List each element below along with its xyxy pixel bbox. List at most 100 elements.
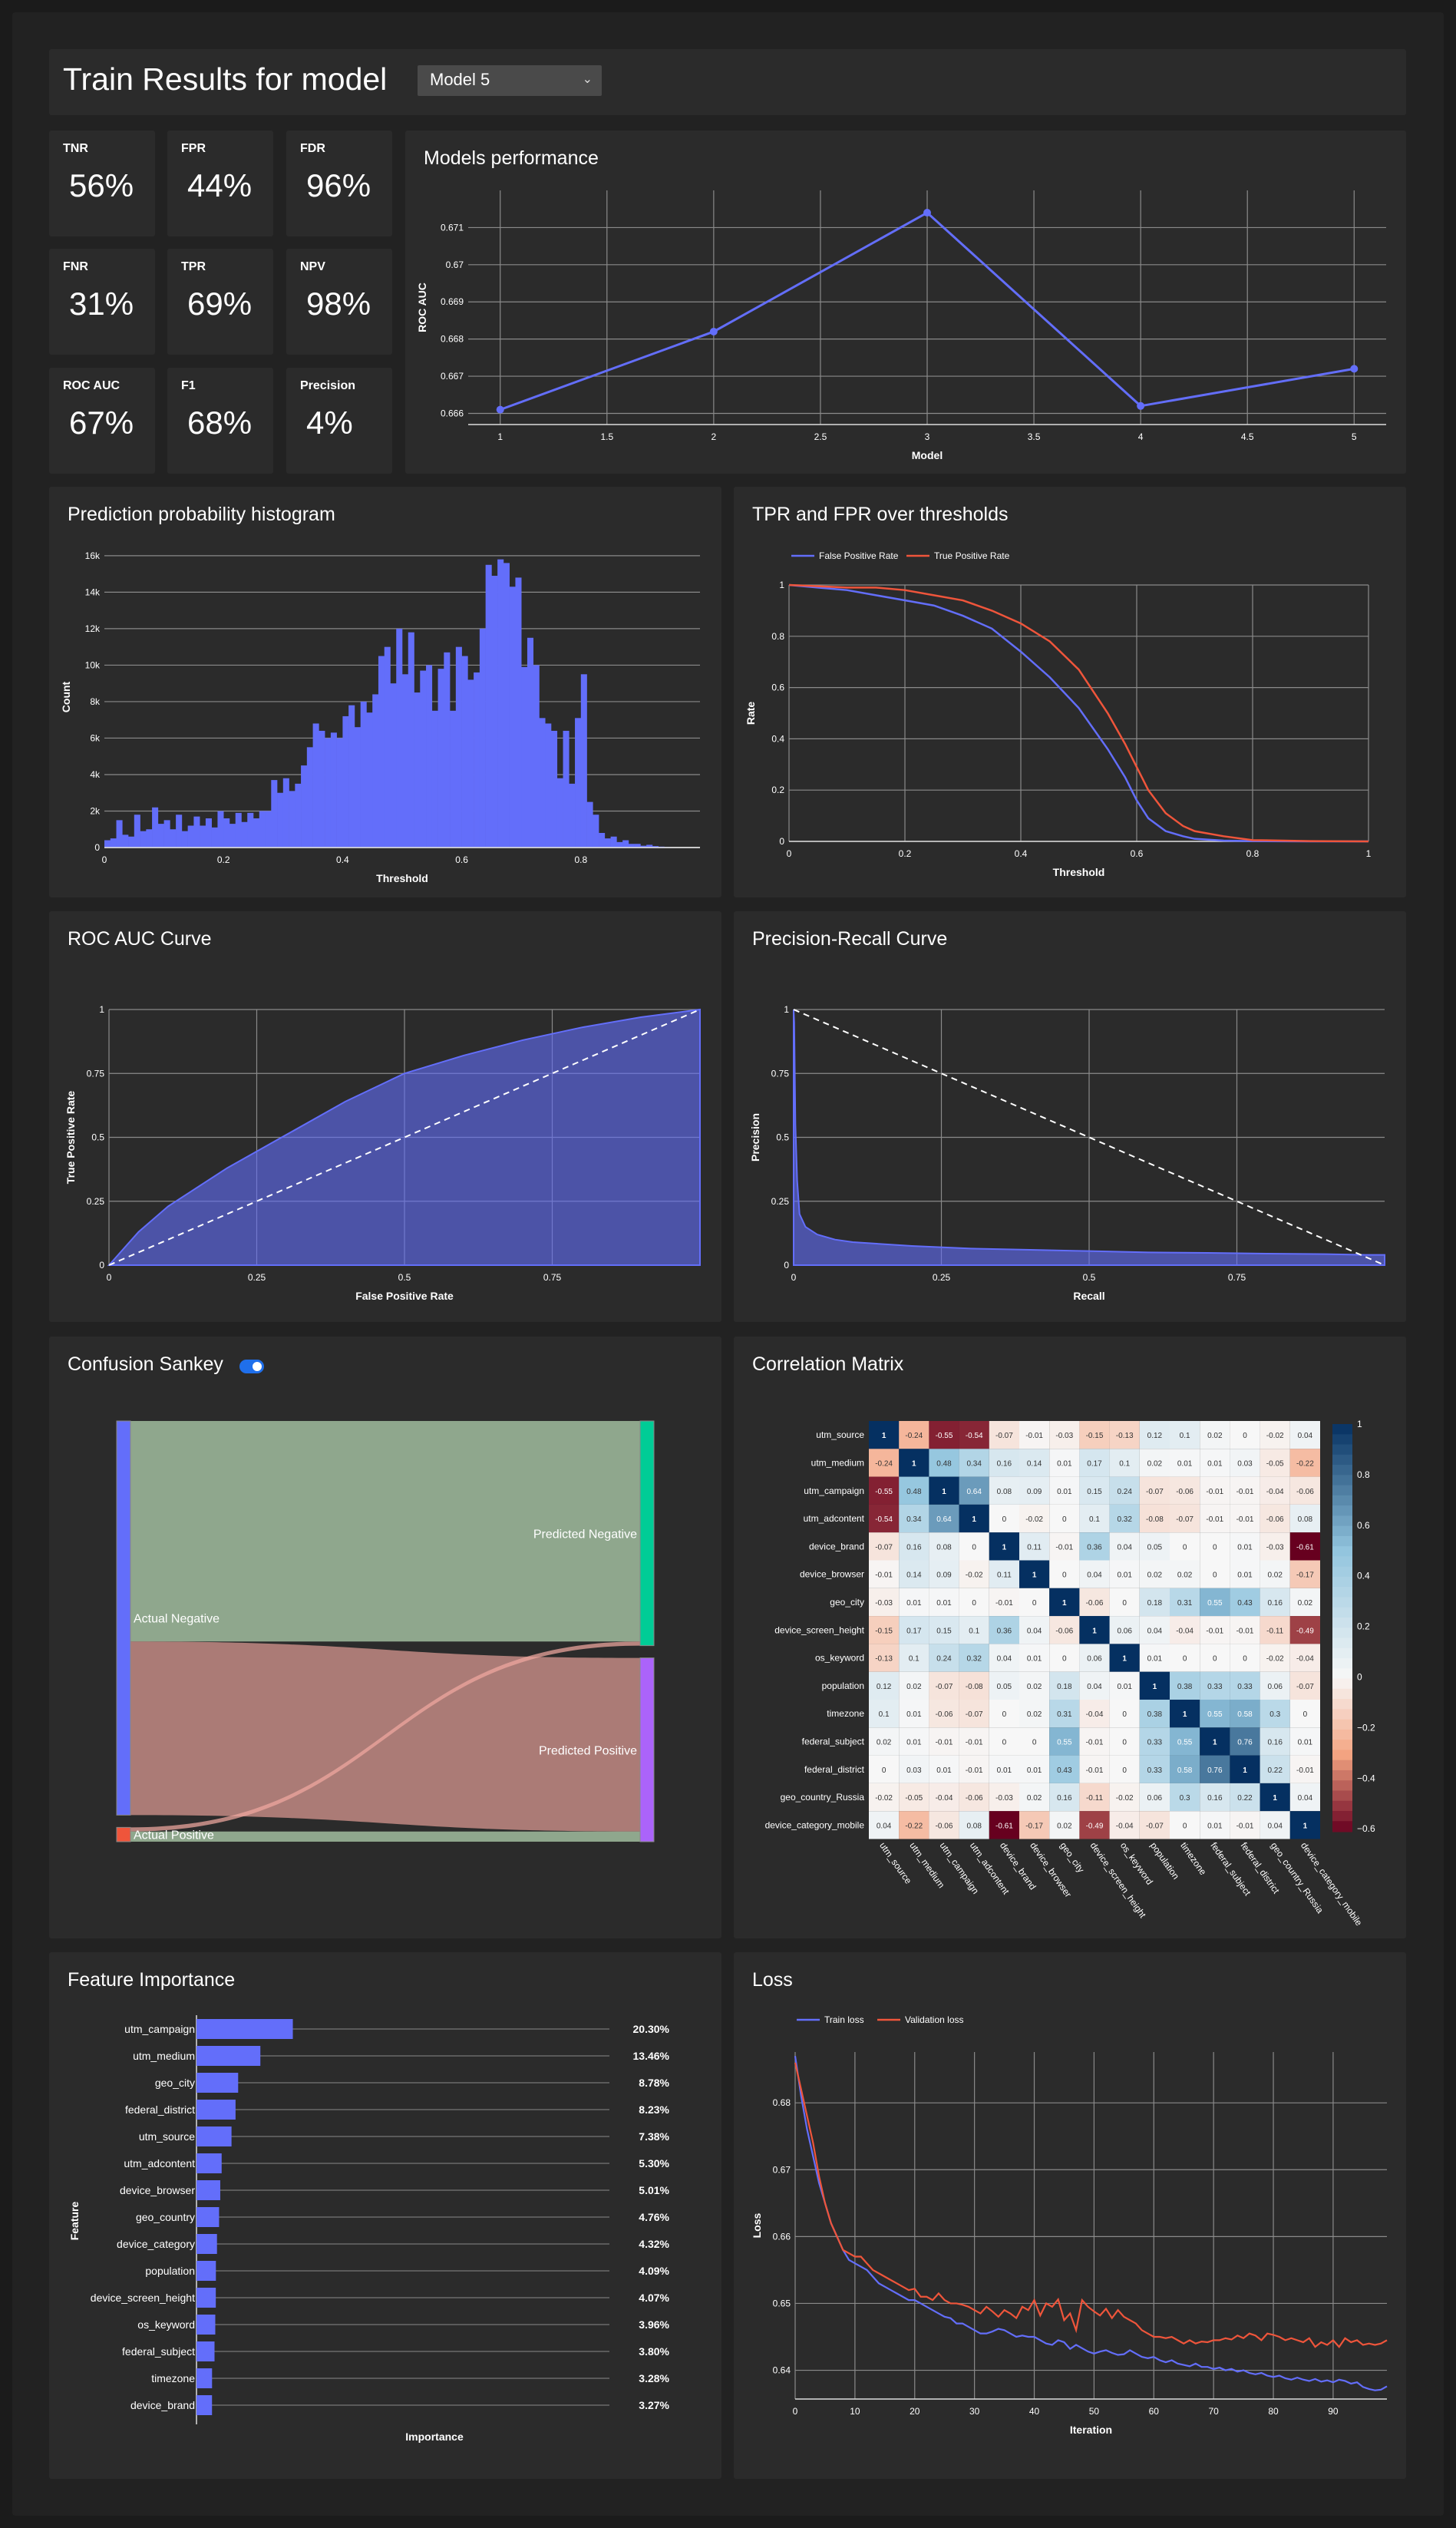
heatmap-cell: [869, 1588, 900, 1617]
histogram-bar: [455, 646, 462, 848]
heatmap-cell: [869, 1700, 900, 1728]
heatmap-value: 0.04: [1298, 1432, 1313, 1440]
metric-label: Precision: [300, 379, 356, 392]
colorbar-segment: [1332, 1454, 1352, 1466]
colorbar-segment: [1332, 1535, 1352, 1548]
y-tick-label: 0: [94, 842, 100, 853]
metric-label: NPV: [300, 260, 325, 273]
heatmap-value: 1: [1092, 1627, 1097, 1635]
heatmap-value: 0: [1002, 1738, 1007, 1746]
x-tick-label: 0.2: [899, 848, 912, 859]
heatmap-cell: [959, 1644, 989, 1672]
heatmap-value: -0.04: [1086, 1710, 1104, 1719]
histogram-bar: [217, 811, 224, 848]
heatmap-value: -0.07: [1296, 1683, 1314, 1691]
heatmap-value: 0: [1213, 1655, 1217, 1664]
heatmap-value: -0.01: [1236, 1627, 1254, 1635]
x-tick-label: 0.75: [543, 1272, 562, 1283]
histogram-bar: [396, 628, 403, 848]
line-series-tpr: [788, 583, 1369, 843]
heatmap-value: 0.01: [1177, 1459, 1193, 1468]
heatmap-value: -0.02: [966, 1571, 983, 1580]
heatmap-cell: [1019, 1644, 1050, 1672]
heatmap-cell: [989, 1449, 1019, 1477]
heatmap-cell: [1260, 1421, 1290, 1449]
importance-value: 4.76%: [639, 2211, 669, 2223]
heatmap-cell: [1230, 1811, 1260, 1839]
curve-area: [793, 1009, 1385, 1266]
heatmap-cell: [899, 1671, 929, 1700]
heatmap-value: 0.02: [1057, 1822, 1072, 1830]
heatmap-value: -0.01: [1206, 1627, 1223, 1635]
histogram-bar: [628, 844, 635, 848]
heatmap-value: -0.15: [875, 1627, 893, 1635]
sankey-toggle[interactable]: [239, 1360, 264, 1373]
y-tick-label: 0.25: [771, 1196, 790, 1207]
heatmap-value: 0.43: [1057, 1766, 1072, 1775]
colorbar-segment: [1332, 1729, 1352, 1741]
histogram-bar: [181, 831, 188, 848]
histogram-bar: [426, 665, 433, 848]
histogram-bar: [384, 646, 391, 848]
importance-value: 13.46%: [633, 2050, 670, 2062]
x-tick-label: 0.75: [1228, 1272, 1246, 1283]
model-select[interactable]: Model 5 ⌄: [418, 65, 602, 96]
heatmap-value: 0.04: [877, 1822, 892, 1830]
heatmap-cell: [869, 1449, 900, 1477]
heatmap-cell: [1230, 1560, 1260, 1588]
heatmap-value: 0.64: [936, 1515, 952, 1524]
heatmap-col-label: geo_city: [1058, 1840, 1086, 1875]
histogram-bar: [110, 838, 117, 848]
sankey-node-predicted-positive: [639, 1657, 655, 1842]
feature-label: device_brand: [130, 2399, 195, 2411]
colorbar-segment: [1332, 1800, 1352, 1812]
histogram-bar: [282, 778, 289, 848]
heatmap-value: 0.09: [1027, 1488, 1042, 1496]
tpr-fpr-card: TPR and FPR over thresholds 0 0.2 0.4 0.6 0.…: [734, 487, 1406, 897]
heatmap-col-label: timezone: [1178, 1840, 1209, 1877]
heatmap-cell: [1079, 1560, 1110, 1588]
heatmap-row-label: federal_district: [804, 1764, 865, 1775]
heatmap-value: 0: [1122, 1738, 1127, 1746]
heatmap-value: -0.07: [1146, 1488, 1164, 1496]
heatmap-value: 0.01: [997, 1766, 1012, 1775]
y-axis-title: Count: [60, 681, 72, 712]
heatmap-cell: [1139, 1588, 1170, 1617]
sankey-node-predicted-negative: [639, 1420, 655, 1647]
heatmap-cell: [1260, 1727, 1290, 1756]
histogram-bar: [271, 780, 278, 848]
heatmap-value: 0: [1213, 1571, 1217, 1580]
heatmap-value: 0: [1062, 1515, 1067, 1524]
colorbar-segment: [1332, 1810, 1352, 1822]
heatmap-value: 0.01: [1207, 1822, 1223, 1830]
importance-value: 5.01%: [639, 2184, 669, 2196]
heatmap-cell: [1019, 1755, 1050, 1783]
heatmap-value: -0.06: [1176, 1488, 1194, 1496]
heatmap-cell: [1230, 1532, 1260, 1561]
heatmap-cell: [1109, 1588, 1140, 1617]
heatmap-cell: [1289, 1476, 1320, 1505]
y-axis-title: True Positive Rate: [64, 1091, 77, 1185]
heatmap-value: -0.01: [875, 1571, 893, 1580]
y-tick-label: 0.66: [773, 2231, 791, 2242]
heatmap-cell: [929, 1727, 959, 1756]
heatmap-value: 0.01: [1117, 1571, 1132, 1580]
heatmap-value: 0.02: [1027, 1710, 1042, 1719]
heatmap-row-label: utm_medium: [811, 1457, 864, 1468]
histogram-bar: [556, 778, 563, 848]
histogram-bar: [420, 670, 427, 848]
x-tick-label: 0: [107, 1272, 112, 1283]
heatmap-value: 0.38: [1177, 1683, 1193, 1691]
importance-value: 4.09%: [639, 2265, 669, 2277]
heatmap-value: -0.07: [995, 1432, 1013, 1440]
heatmap-value: 0.11: [997, 1571, 1012, 1580]
heatmap-cell: [1079, 1504, 1110, 1533]
heatmap-value: -0.24: [875, 1459, 893, 1468]
heatmap-cell: [1260, 1449, 1290, 1477]
heatmap-value: 0.08: [997, 1488, 1012, 1496]
colorbar-tick-label: −0.2: [1357, 1722, 1375, 1733]
heatmap-value: 0.02: [1027, 1683, 1042, 1691]
heatmap-cell: [1139, 1644, 1170, 1672]
feature-label: utm_adcontent: [124, 2157, 195, 2169]
metric-card-fpr: FPR 44%: [167, 131, 273, 236]
